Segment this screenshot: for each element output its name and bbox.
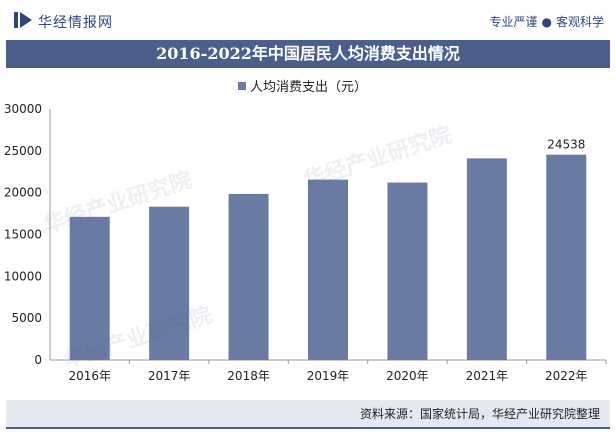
bar bbox=[228, 193, 269, 360]
bar bbox=[466, 158, 507, 360]
legend-swatch bbox=[238, 82, 246, 90]
bar bbox=[308, 179, 348, 360]
header: 华经情报网 专业严谨 ● 客观科学 bbox=[0, 0, 616, 40]
legend-label: 人均消费支出（元） bbox=[250, 80, 367, 95]
y-tick-label: 20000 bbox=[4, 186, 42, 200]
data-label: 24538 bbox=[547, 138, 585, 152]
chart-area: 人均消费支出（元） 0 5000 10000 15000 20000 25000 30000 2… bbox=[0, 68, 616, 400]
x-tick-label: 2019年 bbox=[307, 369, 350, 383]
y-tick-label: 25000 bbox=[4, 144, 42, 158]
bar bbox=[387, 182, 428, 360]
logo-icon bbox=[14, 12, 32, 28]
x-tick-label: 2017年 bbox=[148, 369, 191, 383]
bar-chart: 人均消费支出（元） 0 5000 10000 15000 20000 25000 30000 2… bbox=[4, 80, 607, 383]
x-tick-label: 2020年 bbox=[386, 369, 429, 383]
footer: 资料来源：国家统计局，华经产业研究院整理 bbox=[6, 400, 610, 427]
motto-left: 专业严谨 bbox=[489, 15, 538, 29]
x-tick-label: 2022年 bbox=[545, 369, 588, 383]
y-tick-label: 5000 bbox=[11, 311, 42, 325]
y-tick-label: 0 bbox=[34, 353, 42, 367]
bar bbox=[546, 154, 587, 360]
bar bbox=[69, 216, 110, 360]
y-tick-label: 30000 bbox=[4, 102, 42, 116]
bar bbox=[149, 206, 190, 360]
title-bar: 2016-2022年中国居民人均消费支出情况 bbox=[6, 40, 610, 68]
x-tick-label: 2016年 bbox=[68, 369, 111, 383]
y-tick-label: 10000 bbox=[4, 269, 42, 283]
x-tick-label: 2018年 bbox=[227, 369, 270, 383]
source-note: 资料来源：国家统计局，华经产业研究院整理 bbox=[359, 407, 600, 421]
x-tick-label: 2021年 bbox=[466, 369, 509, 383]
chart-title: 2016-2022年中国居民人均消费支出情况 bbox=[156, 44, 460, 63]
motto: 专业严谨 ● 客观科学 bbox=[489, 13, 604, 30]
bullet-icon: ● bbox=[541, 15, 552, 29]
bottom-rule bbox=[6, 427, 610, 429]
logo-text: 华经情报网 bbox=[38, 15, 113, 31]
y-tick-label: 15000 bbox=[4, 228, 42, 242]
motto-right: 客观科学 bbox=[555, 15, 604, 29]
